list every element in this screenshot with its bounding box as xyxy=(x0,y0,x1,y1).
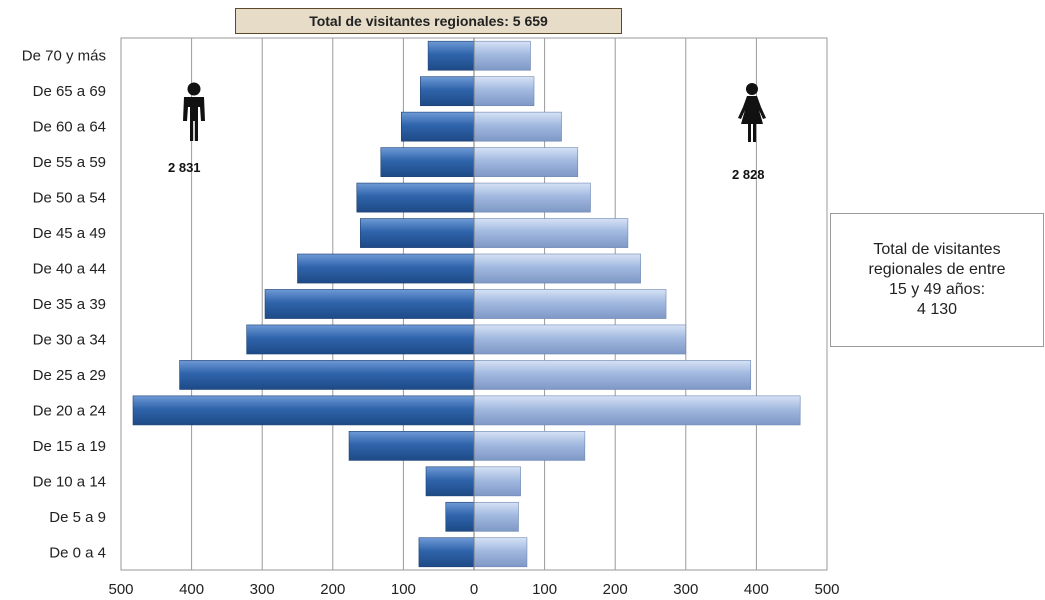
category-label: De 30 a 34 xyxy=(33,331,106,348)
female-person-icon xyxy=(738,83,766,142)
category-label: De 55 a 59 xyxy=(33,154,106,171)
x-tick-label: 400 xyxy=(179,581,204,598)
x-tick-label: 0 xyxy=(470,581,478,598)
x-tick-label: 300 xyxy=(250,581,275,598)
male-bar xyxy=(418,537,475,568)
male-bar xyxy=(427,40,475,71)
x-tick-label: 100 xyxy=(532,581,557,598)
male-bar xyxy=(360,218,475,248)
male-bar xyxy=(445,501,475,532)
female-bar xyxy=(473,395,801,426)
female-bar xyxy=(473,76,535,107)
female-bar xyxy=(473,147,579,177)
category-label: De 20 a 24 xyxy=(33,402,106,419)
category-label: De 5 a 9 xyxy=(49,509,106,526)
male-bar xyxy=(420,76,475,107)
female-bar xyxy=(473,289,667,319)
female-bar xyxy=(473,431,586,461)
female-bar xyxy=(473,111,562,142)
female-bar xyxy=(473,182,591,213)
female-bar xyxy=(473,501,519,532)
category-label: De 60 a 64 xyxy=(33,119,106,136)
male-bar xyxy=(356,182,475,213)
chart-title: Total de visitantes regionales: 5 659 xyxy=(235,8,622,34)
female-bar xyxy=(473,360,752,390)
male-bar xyxy=(132,395,475,426)
x-tick-label: 200 xyxy=(320,581,345,598)
male-person-icon xyxy=(183,82,205,141)
category-label: De 35 a 39 xyxy=(33,296,106,313)
age-range-total-annotation: Total de visitantes regionales de entre … xyxy=(830,213,1044,347)
male-bar xyxy=(348,431,475,461)
male-bar xyxy=(264,289,475,319)
x-tick-label: 500 xyxy=(108,581,133,598)
category-label: De 70 y más xyxy=(22,48,106,65)
male-bar xyxy=(297,253,475,284)
male-bar xyxy=(425,466,475,497)
x-tick-label: 200 xyxy=(603,581,628,598)
female-bar xyxy=(473,537,528,568)
male-total-label: 2 831 xyxy=(168,160,201,175)
category-label: De 65 a 69 xyxy=(33,83,106,100)
female-bar xyxy=(473,218,629,248)
female-bar xyxy=(473,253,641,284)
female-bar xyxy=(473,324,687,355)
category-label: De 50 a 54 xyxy=(33,190,106,207)
female-total-label: 2 828 xyxy=(732,167,765,182)
female-bar xyxy=(473,466,521,497)
x-tick-label: 400 xyxy=(744,581,769,598)
category-label: De 0 a 4 xyxy=(49,544,106,561)
category-label: De 40 a 44 xyxy=(33,261,106,278)
male-bar xyxy=(179,360,475,390)
male-bar xyxy=(380,147,475,177)
x-tick-label: 100 xyxy=(391,581,416,598)
x-tick-label: 300 xyxy=(673,581,698,598)
category-label: De 15 a 19 xyxy=(33,438,106,455)
category-label: De 45 a 49 xyxy=(33,225,106,242)
x-tick-label: 500 xyxy=(814,581,839,598)
category-label: De 10 a 14 xyxy=(33,473,106,490)
category-label: De 25 a 29 xyxy=(33,367,106,384)
male-bar xyxy=(246,324,475,355)
male-bar xyxy=(400,111,475,142)
female-bar xyxy=(473,40,531,71)
